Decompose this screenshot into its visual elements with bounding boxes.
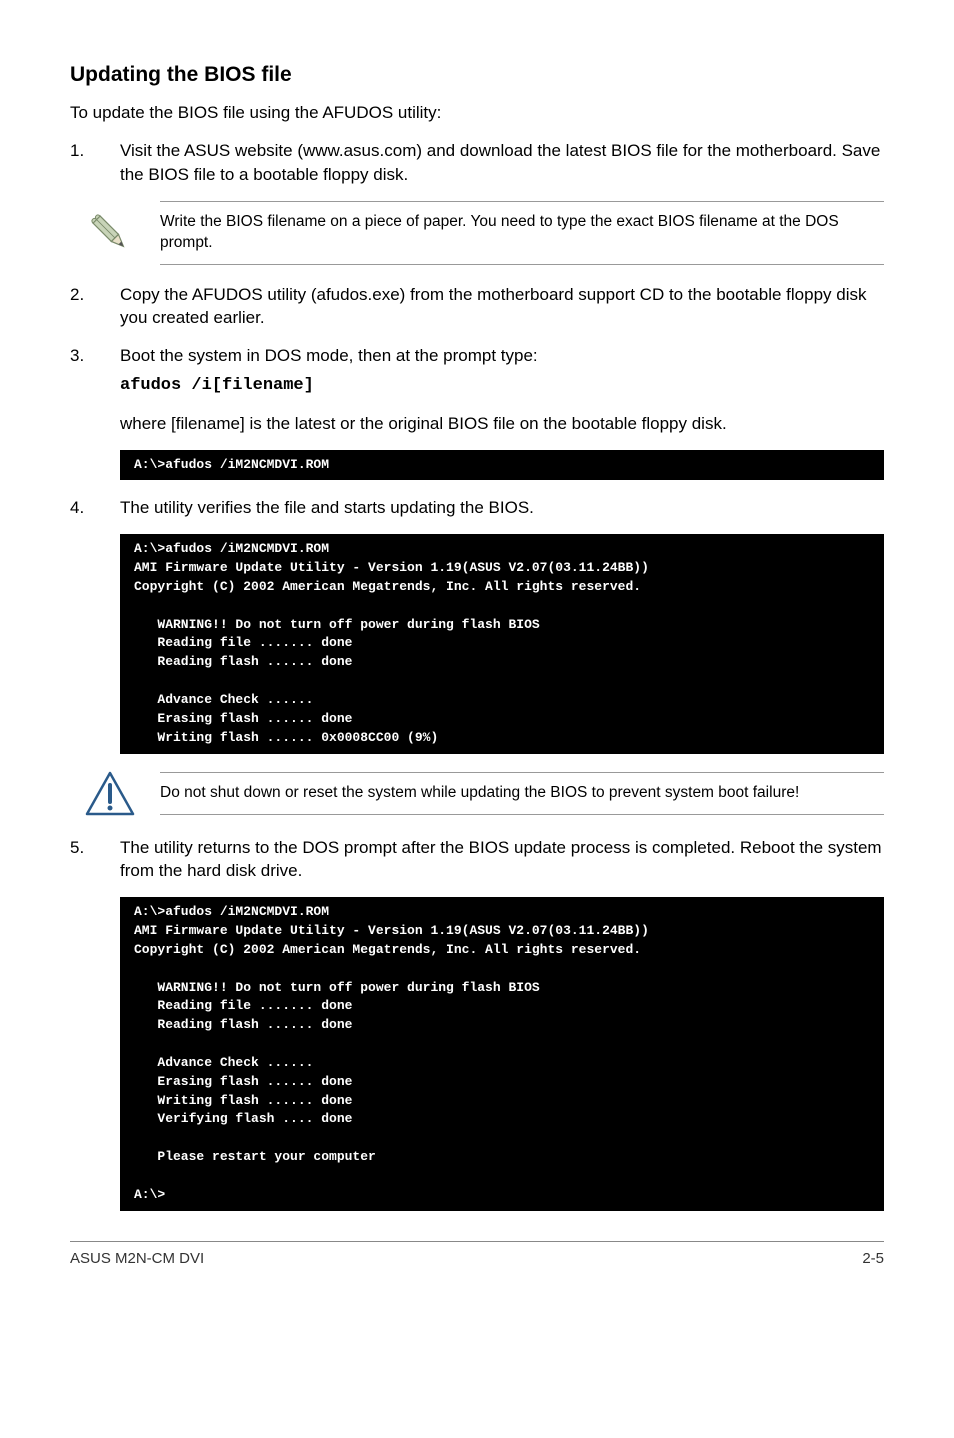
step-number: 5. [70, 836, 120, 884]
step-number: 3. [70, 344, 120, 398]
pencil-icon [80, 208, 140, 258]
step-text: Boot the system in DOS mode, then at the… [120, 344, 884, 368]
terminal-output-1: A:\>afudos /iM2NCMDVI.ROM [120, 450, 884, 481]
command-text: afudos /i[filename] [120, 374, 884, 398]
note-caution: Do not shut down or reset the system whi… [70, 770, 884, 818]
step-number: 2. [70, 283, 120, 331]
note-text: Write the BIOS filename on a piece of pa… [160, 201, 884, 265]
intro-text: To update the BIOS file using the AFUDOS… [70, 101, 884, 125]
note-text: Do not shut down or reset the system whi… [160, 772, 884, 815]
caution-icon [80, 770, 140, 818]
step-text: Copy the AFUDOS utility (afudos.exe) fro… [120, 283, 884, 331]
step-3-followup: where [filename] is the latest or the or… [120, 412, 884, 436]
step-2: 2. Copy the AFUDOS utility (afudos.exe) … [70, 283, 884, 331]
step-3: 3. Boot the system in DOS mode, then at … [70, 344, 884, 398]
footer-left: ASUS M2N-CM DVI [70, 1248, 204, 1269]
step-text: Visit the ASUS website (www.asus.com) an… [120, 139, 884, 187]
step-1: 1. Visit the ASUS website (www.asus.com)… [70, 139, 884, 187]
step-5: 5. The utility returns to the DOS prompt… [70, 836, 884, 884]
section-heading: Updating the BIOS file [70, 60, 884, 89]
step-4: 4. The utility verifies the file and sta… [70, 496, 884, 520]
note-pencil: Write the BIOS filename on a piece of pa… [70, 201, 884, 265]
terminal-output-2: A:\>afudos /iM2NCMDVI.ROM AMI Firmware U… [120, 534, 884, 753]
step-text: The utility returns to the DOS prompt af… [120, 836, 884, 884]
step-number: 1. [70, 139, 120, 187]
terminal-output-3: A:\>afudos /iM2NCMDVI.ROM AMI Firmware U… [120, 897, 884, 1211]
step-number: 4. [70, 496, 120, 520]
page-footer: ASUS M2N-CM DVI 2-5 [70, 1241, 884, 1269]
step-text: The utility verifies the file and starts… [120, 496, 884, 520]
footer-right: 2-5 [862, 1248, 884, 1269]
